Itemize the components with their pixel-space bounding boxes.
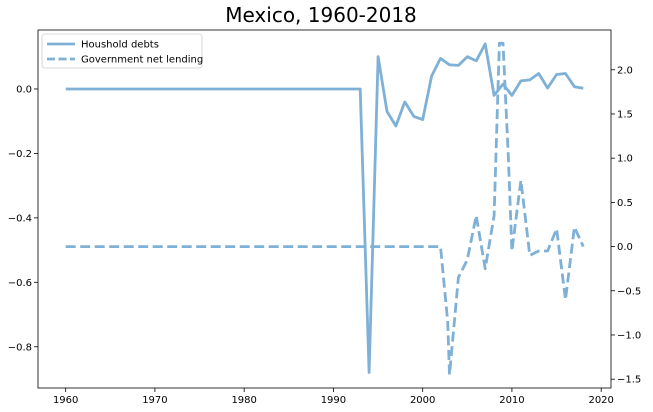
series-line-government-net-lending [65, 41, 585, 377]
y-right-tick-label: 2.0 [617, 65, 633, 76]
y-right-tick-label: −1.0 [617, 330, 641, 341]
x-tick-label: 2020 [588, 395, 613, 406]
legend-box [41, 33, 203, 69]
x-tick-label: 1960 [53, 395, 78, 406]
y-left-tick-label: −0.4 [8, 213, 32, 224]
legend-label: Houshold debts [81, 40, 159, 51]
x-tick-label: 2010 [499, 395, 524, 406]
y-left-tick-label: −0.2 [8, 149, 32, 160]
y-left-tick-label: 0.0 [16, 84, 32, 95]
y-right-tick-label: 0.5 [617, 198, 633, 209]
y-right-tick-label: 0.0 [617, 242, 633, 253]
x-tick-label: 1970 [142, 395, 167, 406]
y-right-tick-label: −1.5 [617, 375, 641, 386]
plot-area [65, 41, 585, 377]
y-left-tick-label: −0.6 [8, 278, 32, 289]
legend: Houshold debts Government net lending [41, 33, 203, 69]
y-right-tick-label: 1.0 [617, 154, 633, 165]
legend-label: Government net lending [81, 55, 203, 66]
x-tick-label: 1990 [321, 395, 346, 406]
y-right-tick-label: −0.5 [617, 286, 641, 297]
chart-title: Mexico, 1960-2018 [225, 3, 417, 27]
x-tick-label: 2000 [410, 395, 435, 406]
axes: 1960 1970 1980 1990 2000 2010 2020 0.0 −0.2 −0.4 −… [8, 29, 641, 406]
y-left-tick-label: −0.8 [8, 342, 32, 353]
y-right-tick-label: 1.5 [617, 109, 633, 120]
plot-frame [37, 29, 612, 389]
series-line-household-debts [65, 42, 584, 374]
x-tick-label: 1980 [231, 395, 256, 406]
